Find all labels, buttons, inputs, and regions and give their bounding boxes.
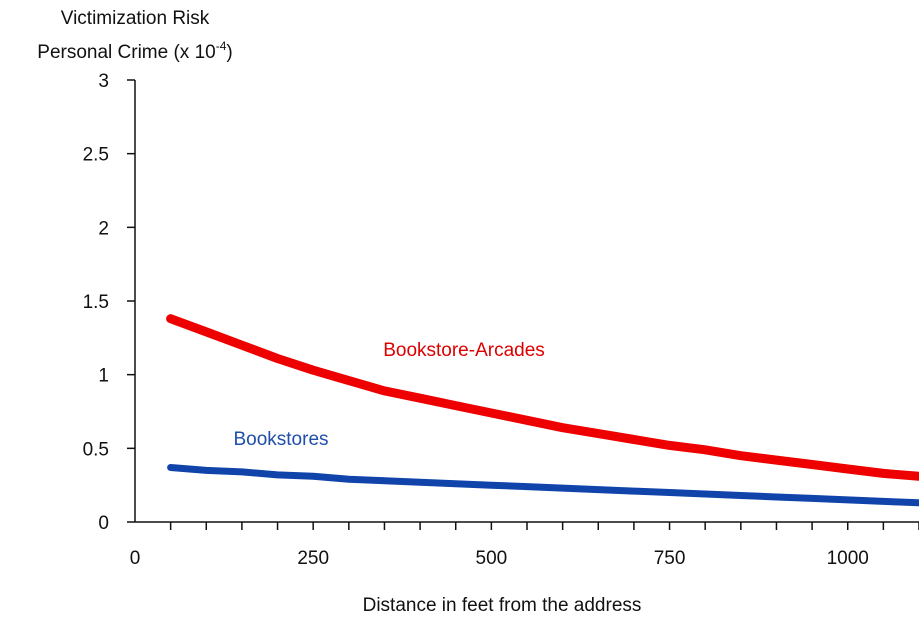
series-line-bookstores: [167, 464, 919, 507]
x-axis-title: Distance in feet from the address: [363, 595, 642, 616]
y-tick-label: 2: [98, 218, 109, 239]
y-axis-title-suffix: ): [226, 42, 232, 63]
y-tick-label: 0.5: [83, 439, 109, 460]
y-tick-label: 2.5: [83, 145, 109, 166]
series-line-bookstore-arcades: [166, 314, 919, 481]
series-label-bookstore-arcades: Bookstore-Arcades: [383, 340, 545, 361]
x-tick-label: 0: [130, 548, 141, 569]
x-tick-label: 750: [654, 548, 686, 569]
x-ticks: 0 250 500 750 1000: [130, 522, 919, 569]
y-tick-label: 3: [98, 71, 109, 92]
y-ticks: 0 0.5 1 1.5 2 2.5 3: [83, 71, 135, 534]
x-tick-label: 500: [476, 548, 508, 569]
x-tick-label: 250: [297, 548, 329, 569]
y-axis-title-line2: Personal Crime (x 10-4): [37, 39, 232, 63]
y-tick-label: 1.5: [83, 292, 109, 313]
y-axis-title-prefix: Personal Crime (x 10: [37, 42, 215, 63]
x-tick-label: 1000: [827, 548, 869, 569]
y-tick-label: 0: [98, 513, 109, 534]
series-label-bookstores: Bookstores: [233, 429, 328, 450]
y-axis-title-exponent: -4: [216, 39, 227, 53]
y-tick-label: 1: [98, 366, 109, 387]
series-layer: [166, 314, 919, 507]
y-axis-title-line1: Victimization Risk: [61, 8, 210, 29]
